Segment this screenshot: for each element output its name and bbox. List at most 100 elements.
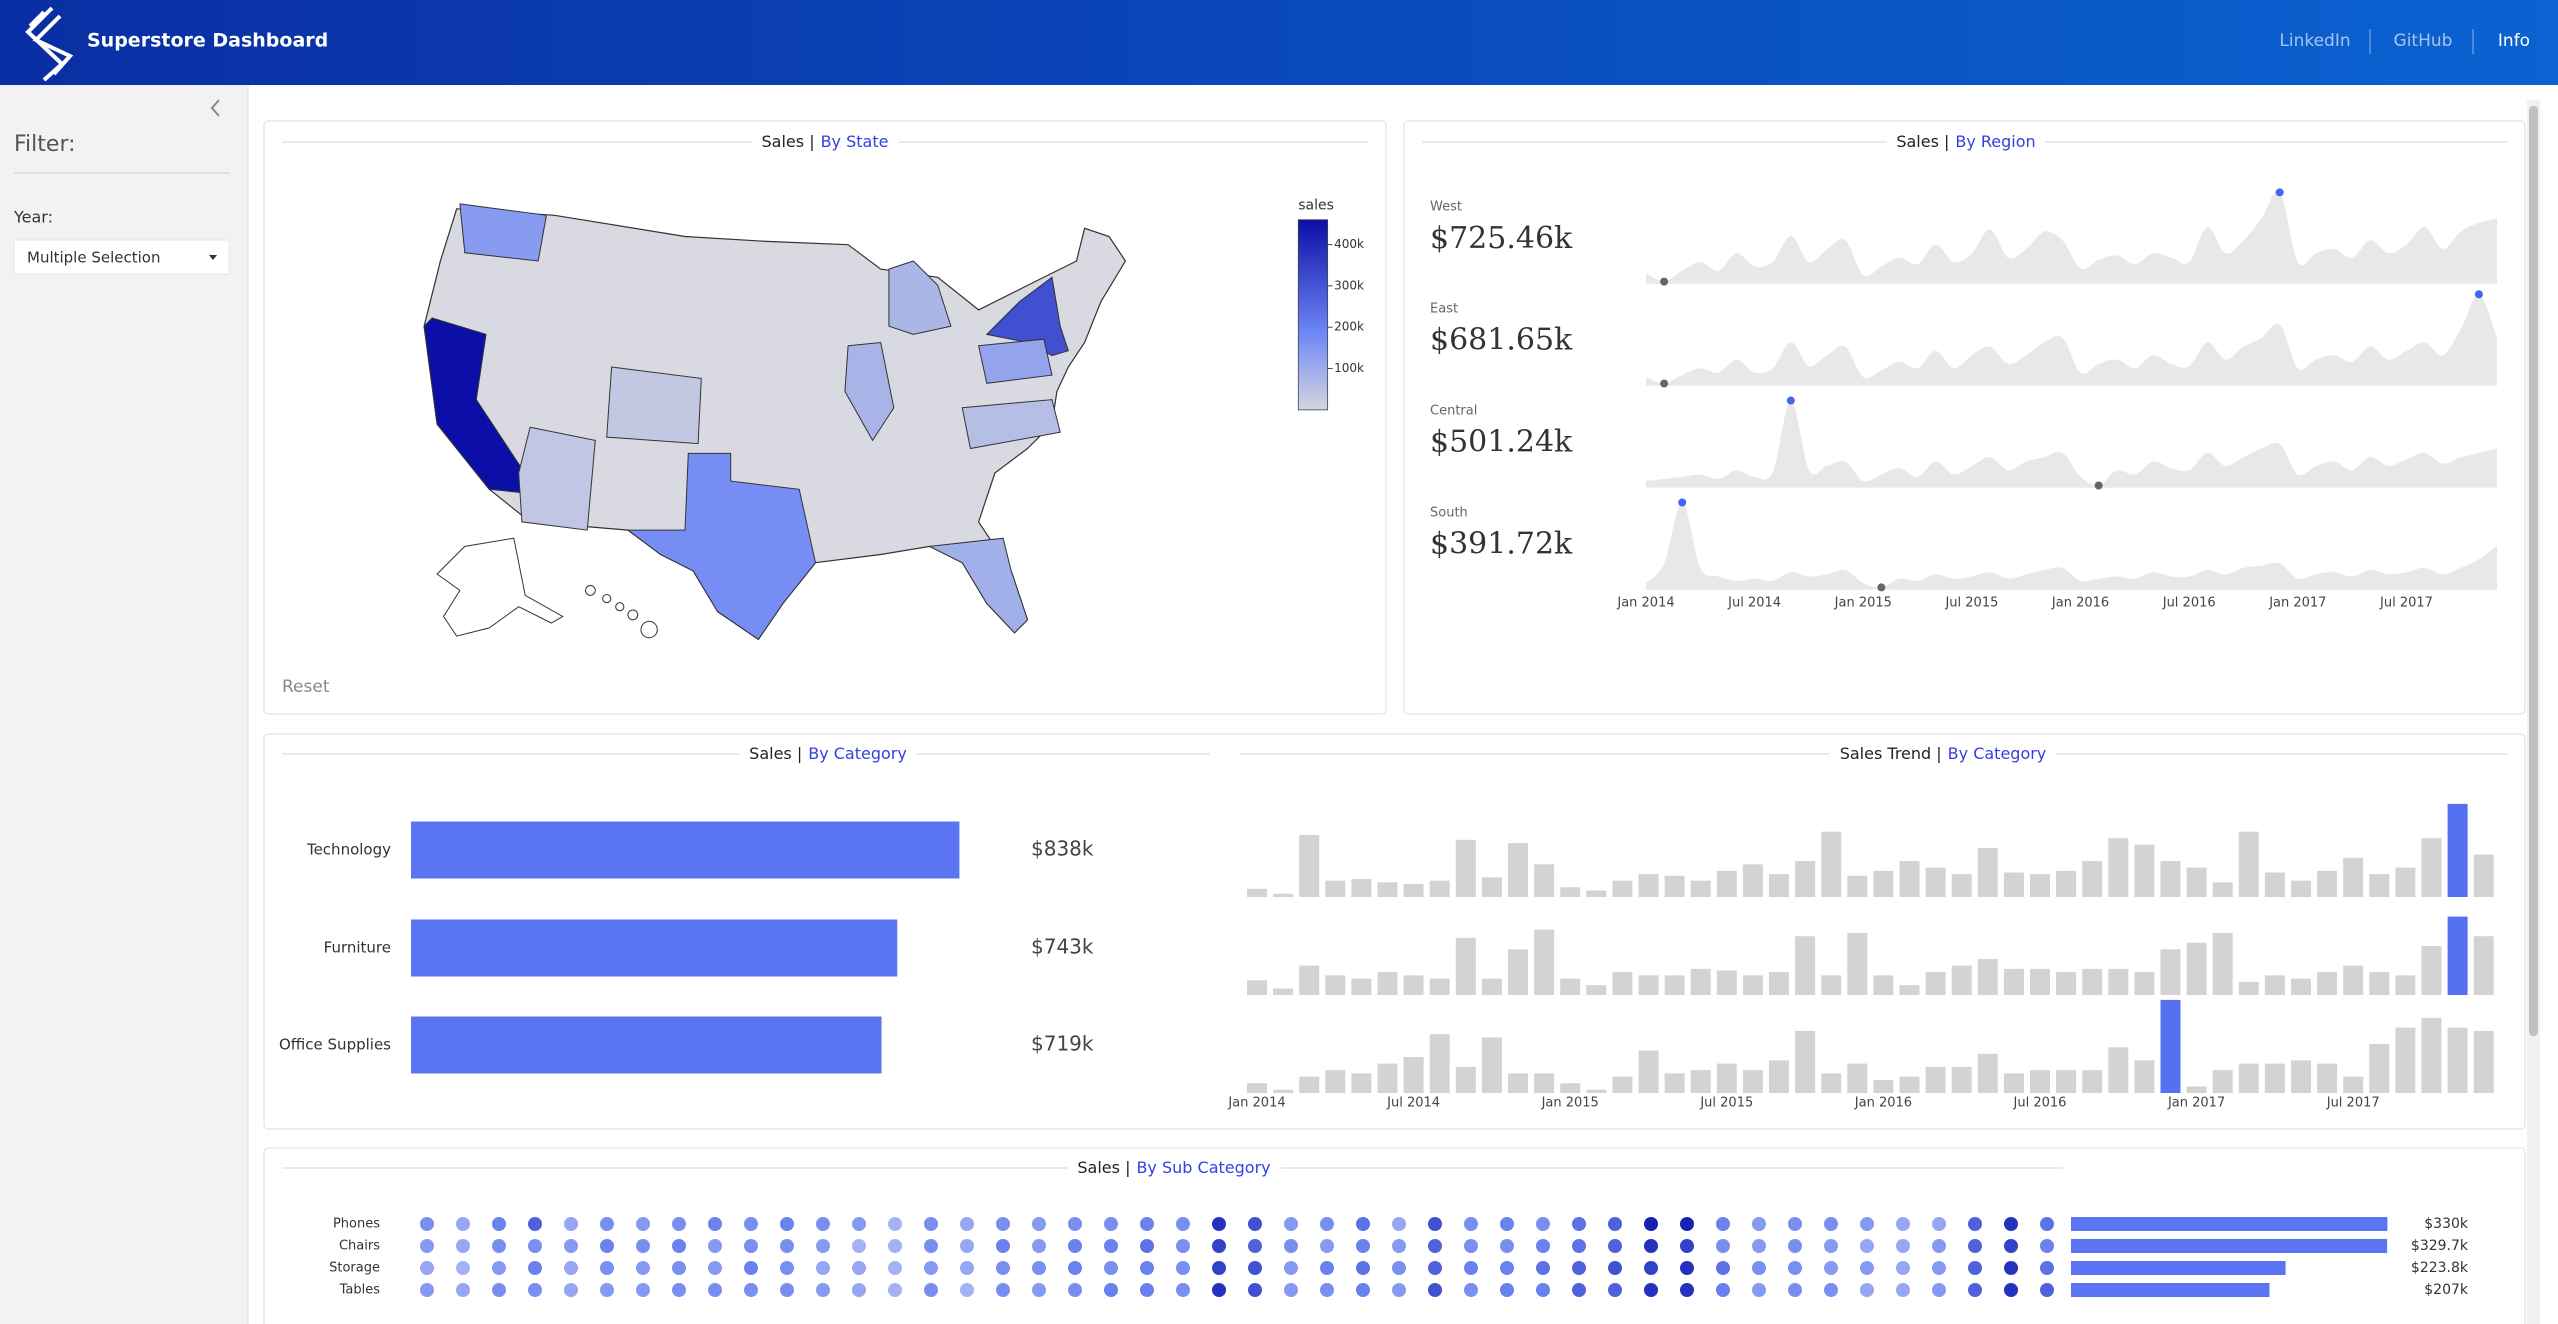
sales-dot [1968, 1283, 1982, 1297]
sales-dot [1464, 1239, 1478, 1253]
trend-bar [2395, 975, 2416, 995]
x-tick-label: Jan 2014 [1227, 1096, 1285, 1111]
trend-bar [1481, 877, 1502, 897]
max-marker [2474, 290, 2483, 299]
trend-bar [1951, 1066, 1972, 1093]
trend-bar [1690, 968, 1711, 995]
sales-dot [1068, 1261, 1082, 1275]
category-label: Technology [306, 841, 391, 859]
trend-bar [1403, 1057, 1424, 1093]
sales-dot [420, 1239, 434, 1253]
x-tick-label: Jul 2017 [2379, 596, 2433, 611]
trend-bar [1299, 965, 1320, 995]
sales-dot [600, 1217, 614, 1231]
trend-bar [2082, 1070, 2103, 1093]
trend-bar [1586, 890, 1607, 897]
sales-dot [1176, 1217, 1190, 1231]
sales-dot [924, 1261, 938, 1275]
x-tick-label: Jan 2014 [1616, 596, 1674, 611]
bar [411, 1016, 882, 1074]
sales-dot [924, 1239, 938, 1253]
dropdown-caret [209, 255, 217, 260]
min-marker [1660, 277, 1669, 286]
sales-dot [1536, 1261, 1550, 1275]
trend-bar [2186, 942, 2207, 995]
trend-bar [2134, 972, 2155, 995]
sales-dot [672, 1261, 686, 1275]
year-dropdown[interactable] [13, 239, 230, 275]
max-marker [1678, 498, 1687, 507]
sales-dot [1032, 1261, 1046, 1275]
reset-button[interactable]: Reset [282, 677, 330, 697]
sales-dot [1392, 1261, 1406, 1275]
trend-bar [1299, 1076, 1320, 1093]
trend-bar [2082, 968, 2103, 995]
sales-dot [1464, 1261, 1478, 1275]
region-name: West [1430, 200, 1462, 215]
trend-bar [2082, 861, 2103, 897]
trend-bar [1247, 980, 1267, 995]
trend-bar [1429, 978, 1450, 995]
trend-bar [1534, 864, 1555, 897]
sales-dot [852, 1239, 866, 1253]
trend-bar [2447, 803, 2468, 897]
trend-bar [1821, 975, 1842, 995]
sales-dot [1932, 1283, 1946, 1297]
state [626, 452, 817, 641]
sales-dot [1824, 1283, 1838, 1297]
sales-dot [1320, 1283, 1334, 1297]
sales-dot [1644, 1239, 1658, 1253]
subcategory-label: Chairs [339, 1239, 380, 1254]
trend-bar [2369, 972, 2390, 995]
sales-dot [1824, 1239, 1838, 1253]
subcategory-total: $330k [2424, 1216, 2469, 1232]
x-tick-label: Jan 2017 [2167, 1096, 2225, 1111]
nav-link[interactable]: Info [2498, 31, 2530, 51]
category-label: Furniture [324, 939, 391, 957]
sales-dot [1788, 1261, 1802, 1275]
trend-bar [2003, 872, 2024, 897]
sales-dot [924, 1217, 938, 1231]
year-label: Year: [13, 208, 53, 227]
trend-bar [2056, 972, 2077, 995]
sales-dot [1968, 1217, 1982, 1231]
panel-title: Sales | By Sub Category [1077, 1158, 1270, 1177]
trend-bar [2291, 978, 2311, 995]
panel-title: Sales | By Category [749, 744, 907, 763]
trend-bar [1769, 1060, 1789, 1093]
sparkline-area [1646, 502, 2497, 590]
collapse-button[interactable] [210, 99, 220, 117]
trend-bar [2395, 867, 2416, 897]
trend-bar [1325, 1070, 1346, 1093]
colorbar-title: sales [1298, 198, 1334, 214]
trend-bar [2134, 1060, 2155, 1093]
sales-dot [1176, 1239, 1190, 1253]
nav-link[interactable]: LinkedIn [2279, 31, 2350, 51]
min-marker [2094, 481, 2103, 490]
trend-bar [1664, 975, 1685, 995]
trend-bar [2421, 838, 2442, 897]
colorbar-tick-label: 100k [1334, 361, 1364, 375]
trend-bar [1612, 1076, 1633, 1093]
subcategory-label: Tables [339, 1283, 381, 1298]
sales-dot [744, 1217, 758, 1231]
sales-dot [780, 1239, 794, 1253]
subcategory-total: $329.7k [2411, 1238, 2469, 1254]
sales-dot [492, 1261, 506, 1275]
colorbar-tick-label: 300k [1334, 278, 1364, 292]
scrollbar-thumb[interactable] [2529, 106, 2538, 1036]
sales-dot [888, 1239, 902, 1253]
sales-dot [1788, 1217, 1802, 1231]
max-marker [1786, 396, 1795, 405]
sales-dot [888, 1261, 902, 1275]
trend-bar [1977, 959, 1998, 995]
nav-link[interactable]: GitHub [2394, 31, 2453, 51]
region-name: East [1430, 302, 1458, 317]
trend-bar [1638, 975, 1659, 995]
panel [263, 1147, 2526, 1324]
trend-bar [1899, 1076, 1920, 1093]
sparkline-area [1646, 400, 2497, 488]
sales-dot [1896, 1261, 1910, 1275]
sales-dot [1860, 1261, 1874, 1275]
